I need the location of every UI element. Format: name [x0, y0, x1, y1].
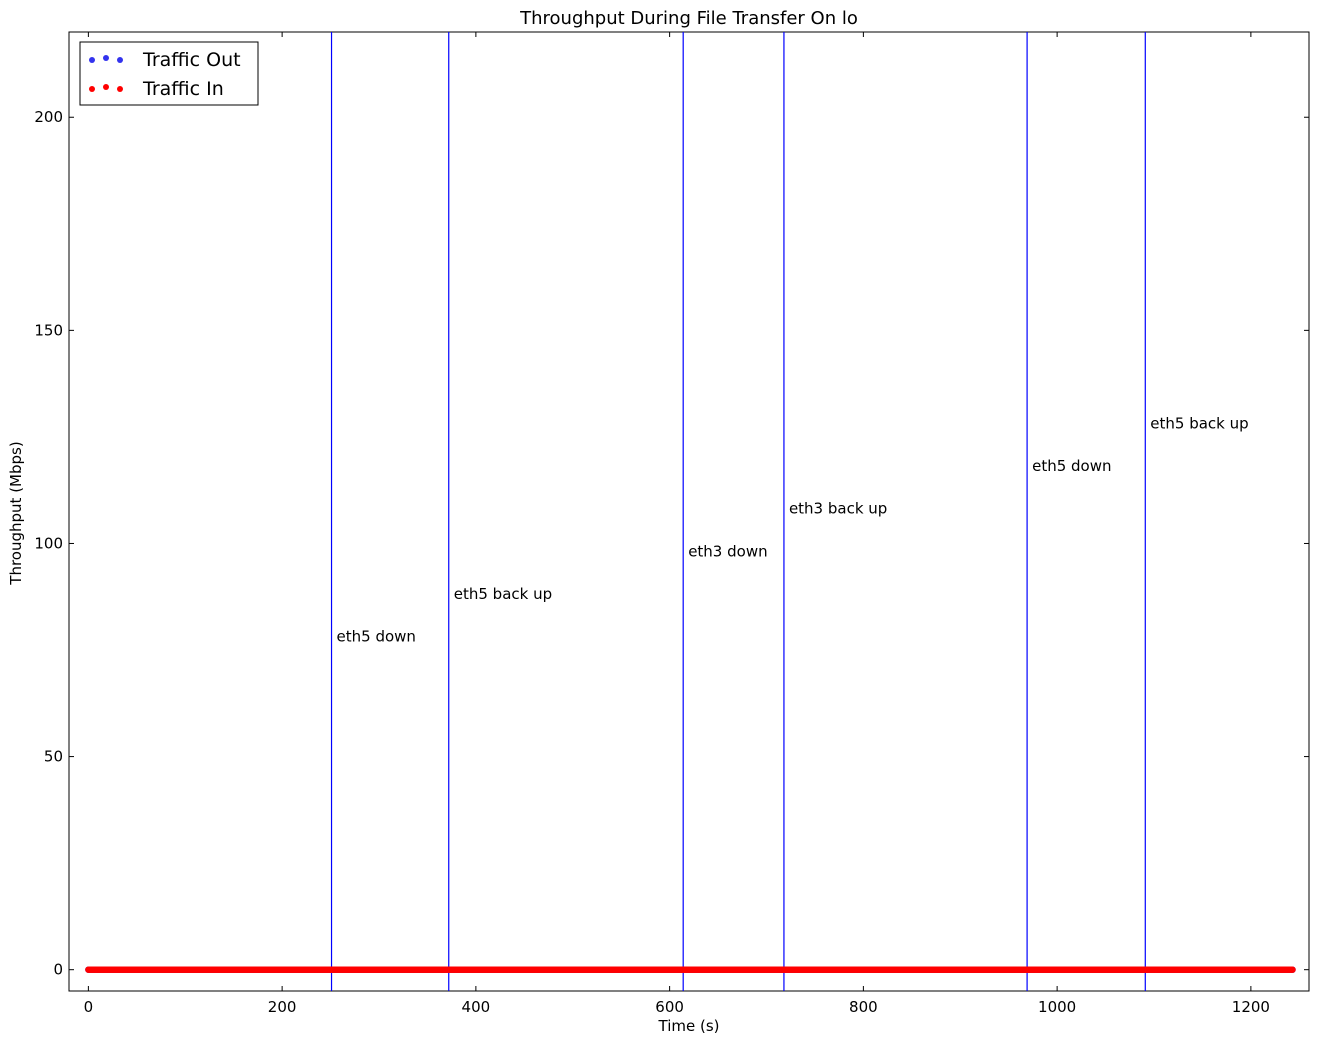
x-tick-label: 0 — [84, 998, 94, 1016]
legend-label: Traffic Out — [142, 49, 241, 71]
event-label: eth5 back up — [1150, 414, 1248, 432]
legend-box — [79, 41, 259, 106]
data-point — [1289, 966, 1296, 973]
plot-frame — [68, 31, 1310, 992]
x-tick-label: 600 — [655, 998, 684, 1016]
legend-marker — [89, 57, 95, 63]
x-axis-label: Time (s) — [658, 1017, 720, 1035]
legend: Traffic Out Traffic In — [79, 41, 259, 106]
y-axis-label: Throughput (Mbps) — [7, 441, 25, 585]
plot-area: 0 200 400 600 800 1000 1200 0 50 100 150 200 eth5 do… — [34, 31, 1310, 1016]
legend-label: Traffic In — [142, 78, 224, 100]
y-tick-label: 150 — [34, 321, 63, 339]
chart-title: Throughput During File Transfer On lo — [519, 8, 858, 29]
legend-marker — [103, 55, 109, 61]
legend-marker — [117, 57, 123, 63]
event-label: eth3 back up — [789, 500, 887, 518]
event-label: eth5 back up — [454, 585, 552, 603]
y-tick-label: 100 — [34, 534, 63, 552]
legend-marker — [89, 86, 95, 92]
legend-marker — [117, 86, 123, 92]
x-tick-label: 400 — [462, 998, 491, 1016]
event-label: eth3 down — [688, 542, 767, 560]
x-tick-label: 800 — [849, 998, 878, 1016]
x-tick-label: 1200 — [1232, 998, 1270, 1016]
series-traffic-in — [85, 966, 1296, 973]
x-tick-label: 1000 — [1038, 998, 1076, 1016]
y-tick-label: 50 — [44, 748, 63, 766]
y-tick-label: 0 — [53, 961, 63, 979]
event-label: eth5 down — [1032, 457, 1111, 475]
x-tick-label: 200 — [268, 998, 297, 1016]
y-tick-label: 200 — [34, 108, 63, 126]
event-label: eth5 down — [337, 627, 416, 645]
legend-marker — [103, 84, 109, 90]
